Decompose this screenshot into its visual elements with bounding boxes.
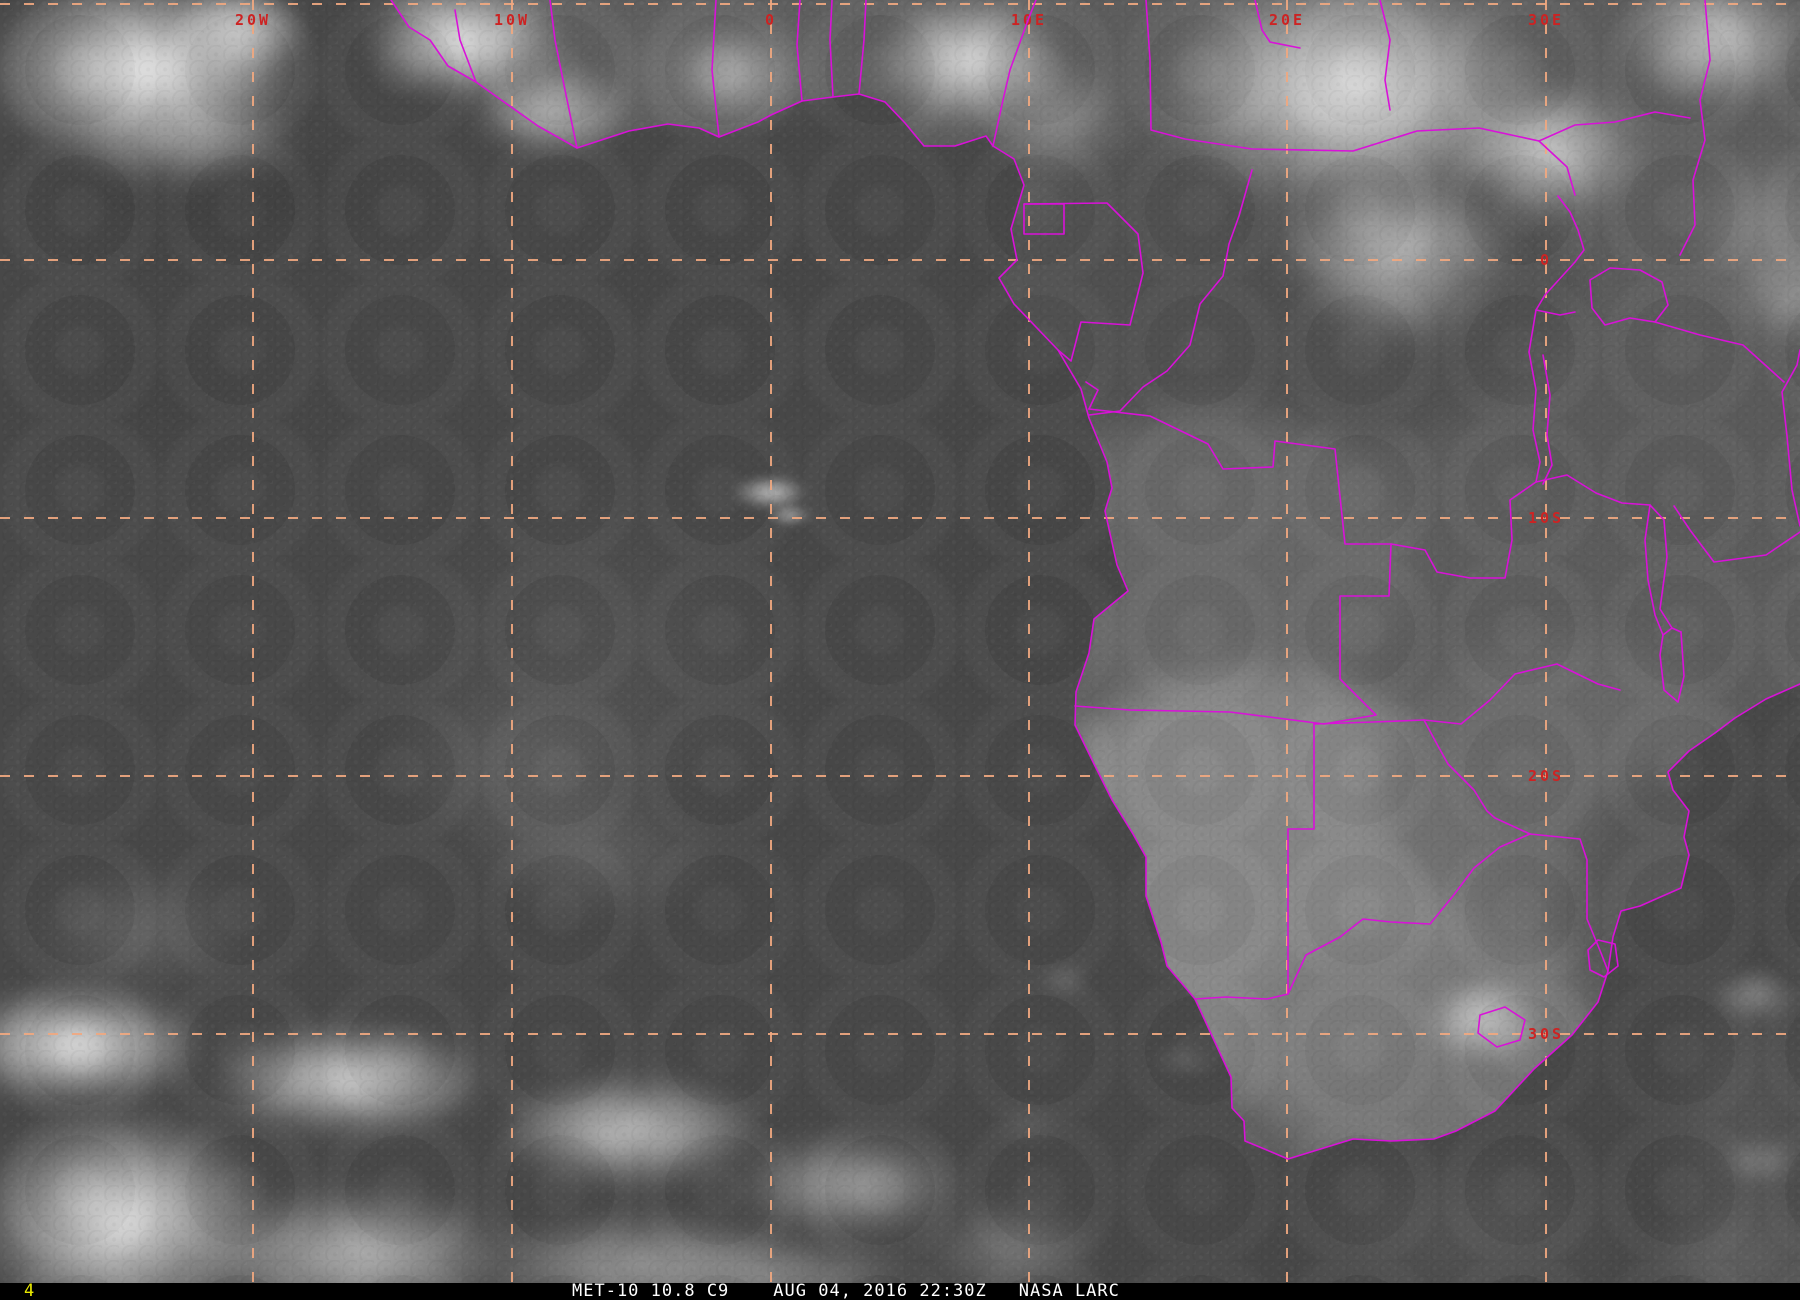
latitude-label: 0	[1539, 251, 1553, 269]
border-east-african-coast	[1781, 349, 1800, 527]
border-rovuma	[1673, 505, 1800, 563]
border-equatorial-guinea	[1023, 203, 1065, 235]
border-zambezi	[1423, 663, 1621, 725]
border-zimbabwe-mozambique	[1529, 833, 1609, 972]
border-african-coastline	[390, 0, 1800, 1160]
lake-malawi	[1644, 504, 1682, 636]
lake-tanganyika	[1528, 351, 1553, 485]
caption-station-id: 4	[24, 1281, 36, 1300]
border-nigeria-cameroon	[992, 0, 1037, 147]
latitude-label: 30S	[1527, 1025, 1565, 1043]
gridline-meridian	[511, 0, 513, 1283]
border-central-africa	[1145, 0, 1576, 196]
gridline-parallel	[0, 775, 1800, 777]
gridline-parallel	[0, 3, 1800, 5]
border-gabon-congo	[1023, 202, 1144, 362]
border-botswana-southafrica	[1287, 833, 1531, 995]
gridline-meridian	[1286, 0, 1288, 1283]
border-drc-zambia	[1390, 481, 1537, 579]
border-kenya-tanzania	[1654, 321, 1785, 383]
caption-bar: 4 MET-10 10.8 C9 AUG 04, 2016 22:30Z NASA …	[0, 1283, 1800, 1300]
border-west-africa	[454, 0, 867, 149]
longitude-label: 10W	[493, 11, 531, 29]
longitude-label: 20W	[234, 11, 272, 29]
border-angola-zambia-namibia	[1074, 543, 1392, 725]
longitude-label: 20E	[1268, 11, 1306, 29]
border-swaziland	[1587, 939, 1619, 978]
border-congo-river	[1088, 169, 1253, 416]
border-namibia	[1194, 723, 1315, 1000]
latitude-label: 10S	[1527, 509, 1565, 527]
lake-victoria	[1589, 267, 1669, 326]
border-south-sudan	[1538, 111, 1691, 142]
border-car-chad	[1254, 0, 1391, 111]
caption-credit: NASA LARC	[1018, 1281, 1120, 1300]
gridline-parallel	[0, 259, 1800, 261]
gridline-meridian	[770, 0, 772, 1283]
border-drc-east-rift	[1528, 195, 1585, 353]
border-malawi-south	[1659, 631, 1685, 703]
gridline-meridian	[1028, 0, 1030, 1283]
border-kenya-uganda	[1679, 0, 1711, 256]
border-rwanda-burundi	[1535, 309, 1576, 316]
border-lesotho	[1477, 1006, 1526, 1048]
border-tanzania-zambia	[1535, 474, 1651, 506]
border-zimbabwe-botswana	[1423, 719, 1531, 835]
border-caprivi	[1313, 719, 1425, 725]
border-angola-drc	[1088, 408, 1392, 545]
caption-timestamp: AUG 04, 2016 22:30Z	[773, 1281, 987, 1300]
gridline-meridian	[252, 0, 254, 1283]
gridline-meridian	[1545, 0, 1547, 1283]
gridline-parallel	[0, 517, 1800, 519]
caption-text: MET-10 10.8 C9 AUG 04, 2016 22:30Z NASA LA…	[572, 1283, 1120, 1300]
longitude-label: 30E	[1527, 11, 1565, 29]
latitude-label: 20S	[1527, 767, 1565, 785]
longitude-label: 0	[764, 11, 778, 29]
border-cabinda	[1085, 381, 1099, 410]
caption-product: MET-10 10.8 C9	[572, 1281, 730, 1300]
gridline-parallel	[0, 1033, 1800, 1035]
